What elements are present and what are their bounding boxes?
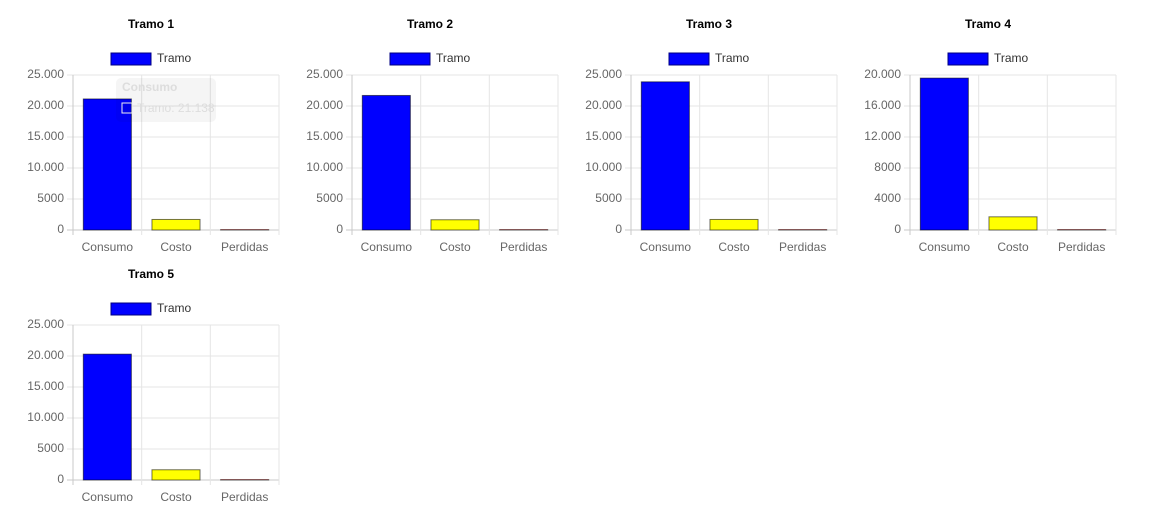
y-tick-label: 15.000 xyxy=(306,129,343,143)
x-tick-label: Perdidas xyxy=(221,240,268,254)
y-tick-label: 0 xyxy=(57,472,64,486)
y-tick-label: 25.000 xyxy=(27,317,64,331)
x-tick-label: Perdidas xyxy=(500,240,547,254)
x-tick-label: Consumo xyxy=(82,240,134,254)
x-tick-label: Perdidas xyxy=(1058,240,1105,254)
y-tick-label: 10.000 xyxy=(27,410,64,424)
y-tick-label: 5000 xyxy=(316,191,343,205)
legend-swatch xyxy=(668,52,710,66)
legend-label: Tramo xyxy=(157,301,192,315)
y-tick-label: 25.000 xyxy=(306,67,343,81)
tooltip-box xyxy=(116,78,216,122)
legend-swatch xyxy=(947,52,989,66)
x-tick-label: Consumo xyxy=(361,240,413,254)
y-tick-label: 20.000 xyxy=(306,98,343,112)
y-tick-label: 5000 xyxy=(37,191,64,205)
y-tick-label: 16.000 xyxy=(864,98,901,112)
x-tick-label: Consumo xyxy=(82,490,134,504)
bar xyxy=(151,469,201,481)
y-tick-label: 10.000 xyxy=(27,160,64,174)
legend-label: Tramo xyxy=(715,51,750,65)
y-tick-label: 12.000 xyxy=(864,129,901,143)
bar xyxy=(151,218,201,231)
y-tick-label: 5000 xyxy=(595,191,622,205)
y-tick-label: 20.000 xyxy=(27,348,64,362)
legend-swatch xyxy=(110,52,152,66)
y-tick-label: 20.000 xyxy=(585,98,622,112)
y-tick-label: 15.000 xyxy=(27,379,64,393)
tooltip-title: Consumo xyxy=(122,80,177,94)
x-tick-label: Perdidas xyxy=(221,490,268,504)
bar xyxy=(361,94,411,231)
y-tick-label: 10.000 xyxy=(585,160,622,174)
y-tick-label: 10.000 xyxy=(306,160,343,174)
legend-label: Tramo xyxy=(157,51,192,65)
x-tick-label: Costo xyxy=(718,240,750,254)
legend-swatch xyxy=(389,52,431,66)
chart-title: Tramo 1 xyxy=(128,17,174,31)
y-tick-label: 20.000 xyxy=(27,98,64,112)
y-tick-label: 5000 xyxy=(37,441,64,455)
chart-title: Tramo 2 xyxy=(407,17,453,31)
x-tick-label: Perdidas xyxy=(779,240,826,254)
y-tick-label: 25.000 xyxy=(27,67,64,81)
y-tick-label: 8000 xyxy=(874,160,901,174)
y-tick-label: 0 xyxy=(57,222,64,236)
chart-title: Tramo 3 xyxy=(686,17,732,31)
x-tick-label: Costo xyxy=(160,240,192,254)
y-tick-label: 20.000 xyxy=(864,67,901,81)
y-tick-label: 0 xyxy=(894,222,901,236)
x-tick-label: Costo xyxy=(997,240,1029,254)
x-tick-label: Consumo xyxy=(640,240,692,254)
x-tick-label: Costo xyxy=(439,240,471,254)
legend-swatch xyxy=(110,302,152,316)
y-tick-label: 0 xyxy=(615,222,622,236)
legend-label: Tramo xyxy=(994,51,1029,65)
x-tick-label: Consumo xyxy=(919,240,971,254)
bar xyxy=(430,219,480,231)
y-tick-label: 0 xyxy=(336,222,343,236)
y-tick-label: 4000 xyxy=(874,191,901,205)
bar xyxy=(82,98,132,231)
bar xyxy=(82,353,132,481)
bar xyxy=(988,216,1038,231)
tooltip-label: Tramo: 21.138 xyxy=(137,101,215,115)
chart-title: Tramo 5 xyxy=(128,267,174,281)
x-tick-label: Costo xyxy=(160,490,192,504)
chart-title: Tramo 4 xyxy=(965,17,1011,31)
bar xyxy=(919,77,969,231)
y-tick-label: 15.000 xyxy=(27,129,64,143)
y-tick-label: 25.000 xyxy=(585,67,622,81)
bar xyxy=(709,218,759,231)
legend-label: Tramo xyxy=(436,51,471,65)
y-tick-label: 15.000 xyxy=(585,129,622,143)
tooltip-swatch xyxy=(121,102,133,114)
bar xyxy=(640,81,690,231)
